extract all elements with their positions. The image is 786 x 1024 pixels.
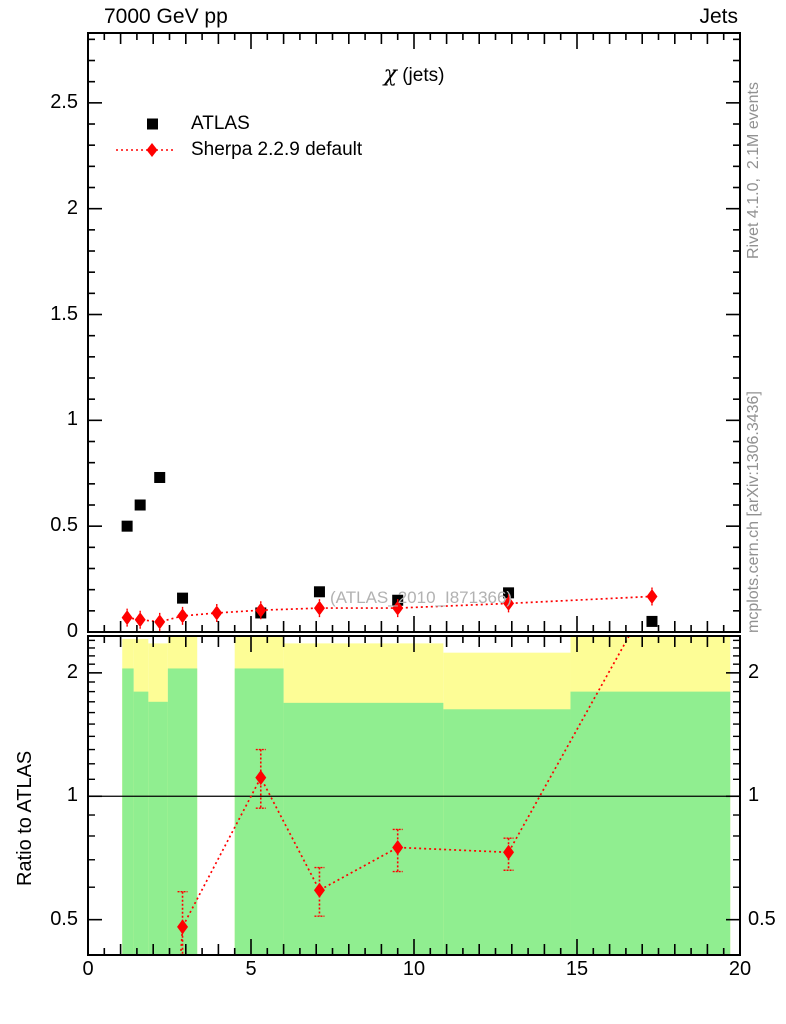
- analysis-group-title: Jets: [699, 5, 738, 28]
- plot-title-rest: (jets): [396, 65, 445, 86]
- main-y-tick-label: 2.5: [50, 90, 78, 113]
- x-tick-label: 5: [245, 958, 257, 980]
- main-y-tick-label: 2: [66, 196, 78, 219]
- x-tick-label: 20: [728, 958, 752, 980]
- analysis-id-watermark: (ATLAS_2010_I871366): [330, 588, 513, 607]
- legend-label-sherpa: Sherpa 2.2.9 default: [191, 139, 363, 160]
- ratio-y-tick-label-left: 0.5: [50, 907, 78, 930]
- sherpa-marker-icon: [116, 143, 176, 157]
- plot-title: χ (jets): [88, 62, 740, 87]
- legend-label-atlas: ATLAS: [191, 113, 250, 134]
- mcplots-arxiv-credit: mcplots.cern.ch [arXiv:1306.3436]: [745, 391, 762, 633]
- main-y-tick-label: 1.5: [50, 302, 78, 325]
- main-y-tick-label: 0: [66, 620, 78, 642]
- legend-entry-sherpa: Sherpa 2.2.9 default: [115, 139, 363, 160]
- ratio-y-tick-label-left: 2: [66, 660, 78, 683]
- x-tick-label: 15: [565, 958, 589, 980]
- ratio-y-tick-label-right: 2: [748, 660, 760, 683]
- main-y-tick-label: 0.5: [50, 514, 78, 537]
- beam-energy-title: 7000 GeV pp: [104, 5, 228, 28]
- x-tick-label: 0: [82, 958, 94, 980]
- ratio-y-tick-label-right: 0.5: [748, 907, 776, 930]
- ratio-axis-label: Ratio to ATLAS: [14, 750, 36, 886]
- rivet-version-credit: Rivet 4.1.0, 2.1M events: [745, 82, 762, 259]
- ratio-y-tick-label-left: 1: [66, 784, 78, 807]
- legend-entry-atlas: ATLAS: [115, 113, 250, 134]
- main-y-tick-label: 1: [66, 408, 78, 431]
- ratio-y-tick-label-right: 1: [748, 784, 760, 807]
- plot-title-chi: χ: [383, 62, 397, 87]
- x-tick-label: 10: [402, 958, 426, 980]
- atlas-marker-icon: [147, 118, 158, 130]
